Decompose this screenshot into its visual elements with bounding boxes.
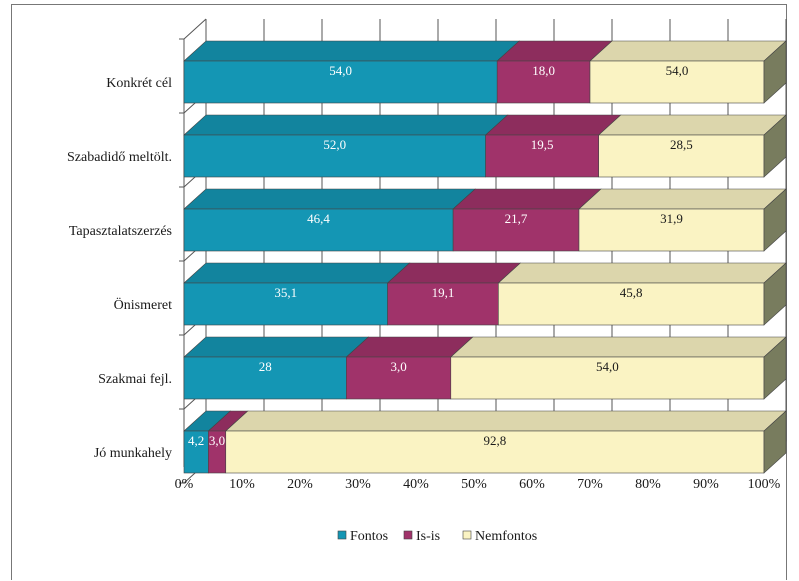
bar-segment-fontos <box>183 336 370 400</box>
bar-segment-nemfontos <box>597 114 787 178</box>
bar-segment-fontos <box>183 114 509 178</box>
bar-segment-is-is <box>386 262 522 326</box>
x-tick-label: 40% <box>403 477 429 492</box>
x-tick-label: 10% <box>229 477 255 492</box>
bar-segment-nemfontos <box>224 410 787 474</box>
wall-divider <box>183 18 207 40</box>
data-label: 28 <box>259 359 272 374</box>
x-tick-label: 100% <box>748 477 781 492</box>
bar-segment-nemfontos <box>450 336 787 400</box>
data-label: 21,7 <box>505 211 528 226</box>
data-label: 18,0 <box>532 63 555 78</box>
legend: Fontos Is-is Nemfontos <box>337 529 537 544</box>
legend-swatch <box>462 530 472 540</box>
x-tick-label: 60% <box>519 477 545 492</box>
data-label: 19,5 <box>531 137 554 152</box>
bar-segment-fontos <box>183 40 520 104</box>
category-label: Szabadidő meltölt. <box>67 150 172 165</box>
legend-label: Fontos <box>350 529 388 544</box>
bar-segment-nemfontos <box>589 40 787 104</box>
bar-segment-is-is <box>452 188 602 252</box>
bar-segment-fontos <box>183 410 232 474</box>
x-tick-label: 50% <box>461 477 487 492</box>
bar-segment-fontos <box>183 262 411 326</box>
category-label: Jó munkahely <box>94 446 172 461</box>
x-tick-label: 20% <box>287 477 313 492</box>
data-label: 31,9 <box>660 211 683 226</box>
legend-label: Nemfontos <box>475 529 537 544</box>
data-label: 92,8 <box>484 433 507 448</box>
x-tick-label: 30% <box>345 477 371 492</box>
bar-segment-is-is <box>345 336 474 400</box>
data-label: 28,5 <box>670 137 693 152</box>
x-tick-label: 0% <box>175 477 194 492</box>
data-label: 3,0 <box>390 359 406 374</box>
category-label: Önismeret <box>114 296 172 313</box>
chart-frame: 0% 10% 20% 30% 40% 50% 60% 70% 80% 90% 100% Konkrét… <box>11 4 787 580</box>
category-label: Szakmai fejl. <box>98 372 172 387</box>
data-label: 46,4 <box>307 211 330 226</box>
bar-segment-fontos <box>183 188 476 252</box>
x-tick-label: 80% <box>635 477 661 492</box>
legend-label: Is-is <box>416 529 440 544</box>
stacked-bar-chart: 0% 10% 20% 30% 40% 50% 60% 70% 80% 90% 100% Konkrét… <box>67 18 787 544</box>
bar-segment-nemfontos <box>578 188 787 252</box>
data-label: 54,0 <box>596 359 619 374</box>
bar-segment-is-is <box>207 410 249 474</box>
data-label: 54,0 <box>666 63 689 78</box>
data-label: 19,1 <box>432 285 455 300</box>
x-tick-label: 90% <box>693 477 719 492</box>
data-label: 35,1 <box>274 285 297 300</box>
x-tick-label: 70% <box>577 477 603 492</box>
category-label: Konkrét cél <box>106 76 172 91</box>
category-label: Tapasztalatszerzés <box>69 224 172 239</box>
bar-segment-nemfontos <box>497 262 787 326</box>
bar-segment-is-is <box>484 114 622 178</box>
data-label: 52,0 <box>323 137 346 152</box>
data-label: 3,0 <box>209 433 225 448</box>
data-label: 4,2 <box>188 433 204 448</box>
data-label: 45,8 <box>620 285 643 300</box>
legend-swatch <box>337 530 347 540</box>
legend-swatch <box>403 530 413 540</box>
data-label: 54,0 <box>329 63 352 78</box>
